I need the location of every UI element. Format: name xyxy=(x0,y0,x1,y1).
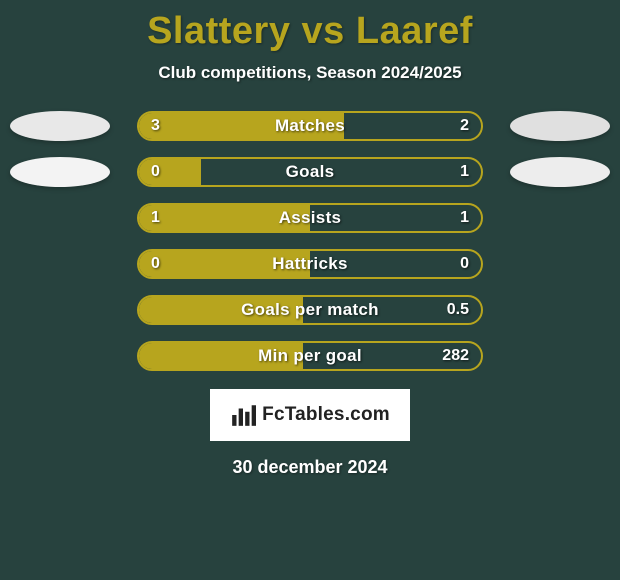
stat-label: Assists xyxy=(139,205,481,231)
stat-bar: Goals per match0.5 xyxy=(137,295,483,325)
stat-row: Goals per match0.5 xyxy=(0,295,620,325)
stat-value-right: 2 xyxy=(460,113,469,139)
bars-icon xyxy=(230,402,256,428)
stat-value-right: 1 xyxy=(460,159,469,185)
stat-bar: Hattricks0 0 xyxy=(137,249,483,279)
generated-date: 30 december 2024 xyxy=(232,457,387,478)
stat-bar: Matches3 2 xyxy=(137,111,483,141)
source-badge: FcTables.com xyxy=(210,389,410,441)
stat-row: Matches3 2 xyxy=(0,111,620,141)
stat-label: Goals per match xyxy=(139,297,481,323)
stats-bars: Matches32Goals01Assists11Hattricks00Goal… xyxy=(0,111,620,371)
stat-value-left: 0 xyxy=(151,159,160,185)
stat-value-left: 0 xyxy=(151,251,160,277)
page-subtitle: Club competitions, Season 2024/2025 xyxy=(158,63,461,83)
player-right-avatar xyxy=(510,111,610,141)
stat-value-right: 282 xyxy=(442,343,469,369)
stat-bar: Assists1 1 xyxy=(137,203,483,233)
stat-row: Min per goal282 xyxy=(0,341,620,371)
page-title: Slattery vs Laaref xyxy=(147,10,473,53)
stat-label: Hattricks xyxy=(139,251,481,277)
stat-value-right: 0 xyxy=(460,251,469,277)
stat-value-right: 0.5 xyxy=(447,297,469,323)
source-badge-text: FcTables.com xyxy=(262,404,390,426)
stat-label: Goals xyxy=(139,159,481,185)
stat-row: Hattricks0 0 xyxy=(0,249,620,279)
stat-label: Matches xyxy=(139,113,481,139)
stat-label: Min per goal xyxy=(139,343,481,369)
stat-bar: Min per goal282 xyxy=(137,341,483,371)
stat-value-left: 3 xyxy=(151,113,160,139)
stat-row: Goals0 1 xyxy=(0,157,620,187)
stat-value-left: 1 xyxy=(151,205,160,231)
player-left-avatar xyxy=(10,157,110,187)
comparison-infographic: Slattery vs Laaref Club competitions, Se… xyxy=(0,0,620,580)
player-left-avatar xyxy=(10,111,110,141)
stat-row: Assists1 1 xyxy=(0,203,620,233)
player-right-avatar xyxy=(510,157,610,187)
stat-value-right: 1 xyxy=(460,205,469,231)
stat-bar: Goals0 1 xyxy=(137,157,483,187)
